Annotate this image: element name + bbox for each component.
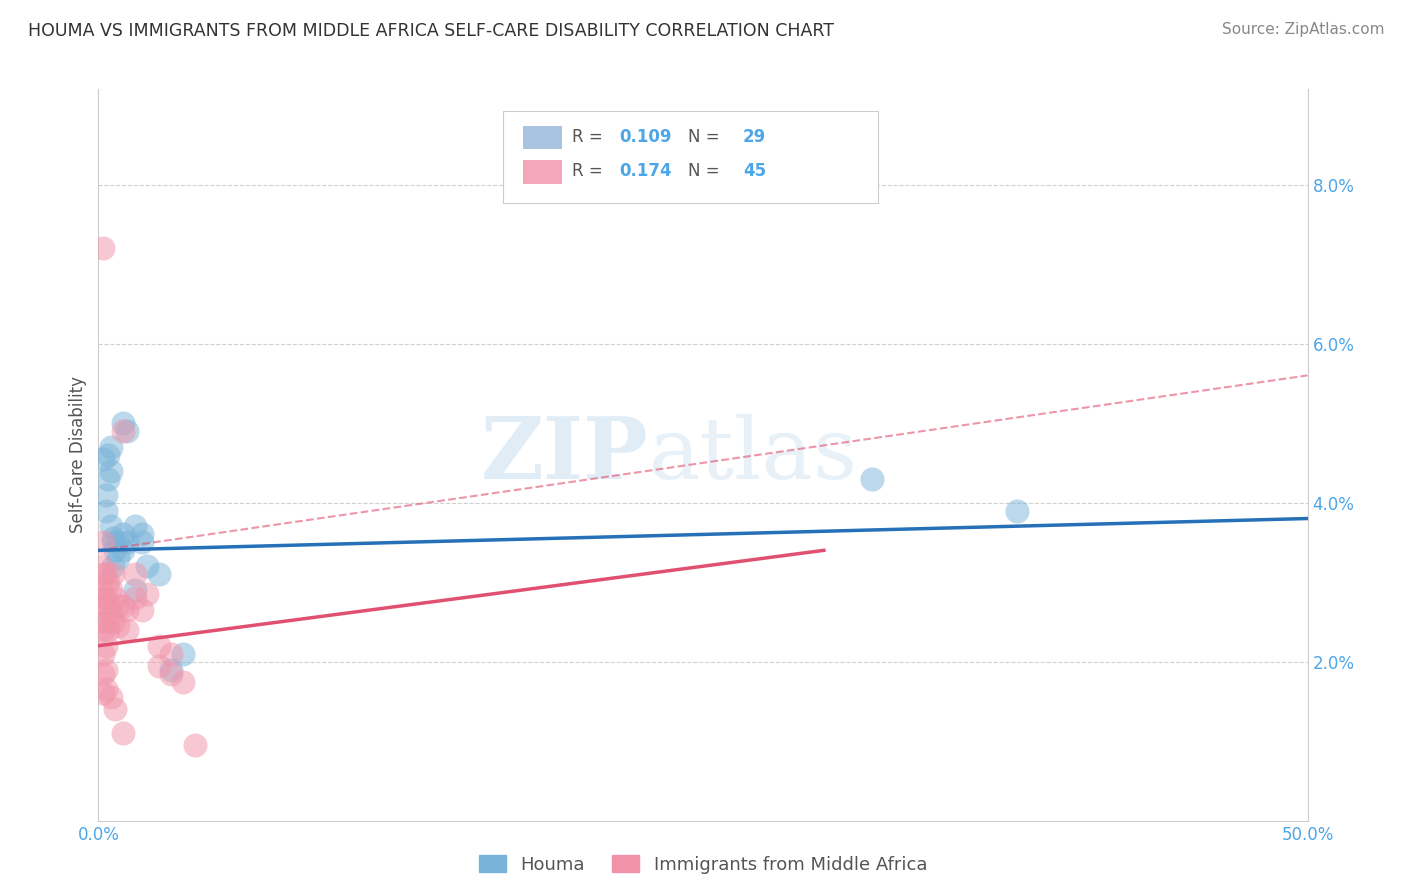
Point xyxy=(1007,503,1029,517)
Point xyxy=(111,599,134,613)
Point xyxy=(90,559,112,574)
Point xyxy=(90,599,112,613)
Point xyxy=(107,619,129,633)
Text: Source: ZipAtlas.com: Source: ZipAtlas.com xyxy=(1222,22,1385,37)
Point xyxy=(97,575,120,590)
Point xyxy=(184,738,207,752)
Point xyxy=(135,559,157,574)
Point xyxy=(94,663,117,677)
Point xyxy=(160,666,183,681)
Point xyxy=(91,535,114,549)
Point xyxy=(148,658,170,673)
Point xyxy=(104,702,127,716)
FancyBboxPatch shape xyxy=(523,126,561,149)
Point xyxy=(104,543,127,558)
Point xyxy=(131,535,153,549)
Text: 0.174: 0.174 xyxy=(620,162,672,180)
Text: R =: R = xyxy=(572,128,609,145)
Point xyxy=(117,535,139,549)
Point xyxy=(94,639,117,653)
Point xyxy=(117,603,139,617)
FancyBboxPatch shape xyxy=(503,112,879,202)
Point xyxy=(117,623,139,637)
Point xyxy=(97,448,120,462)
Point xyxy=(135,587,157,601)
Text: N =: N = xyxy=(689,128,725,145)
Point xyxy=(91,591,114,605)
Point xyxy=(107,599,129,613)
Point xyxy=(91,567,114,582)
Point xyxy=(101,615,124,629)
Point xyxy=(97,472,120,486)
Point xyxy=(90,615,112,629)
Point xyxy=(91,241,114,255)
Point xyxy=(104,591,127,605)
Point xyxy=(94,567,117,582)
Point xyxy=(101,535,124,549)
Point xyxy=(100,583,122,598)
Point xyxy=(124,567,146,582)
Point xyxy=(148,639,170,653)
Point xyxy=(94,591,117,605)
Point xyxy=(94,503,117,517)
Point xyxy=(91,623,114,637)
Point xyxy=(111,726,134,740)
Point xyxy=(117,424,139,438)
Point xyxy=(101,567,124,582)
Point xyxy=(131,527,153,541)
Point xyxy=(97,599,120,613)
Y-axis label: Self-Care Disability: Self-Care Disability xyxy=(69,376,87,533)
Text: HOUMA VS IMMIGRANTS FROM MIDDLE AFRICA SELF-CARE DISABILITY CORRELATION CHART: HOUMA VS IMMIGRANTS FROM MIDDLE AFRICA S… xyxy=(28,22,834,40)
Legend: Houma, Immigrants from Middle Africa: Houma, Immigrants from Middle Africa xyxy=(471,848,935,881)
Point xyxy=(111,424,134,438)
Point xyxy=(91,666,114,681)
Text: N =: N = xyxy=(689,162,725,180)
Point xyxy=(90,583,112,598)
Text: atlas: atlas xyxy=(648,413,858,497)
Point xyxy=(97,623,120,637)
Point xyxy=(124,583,146,598)
Text: 0.109: 0.109 xyxy=(620,128,672,145)
Point xyxy=(100,690,122,705)
Point xyxy=(160,647,183,661)
Point xyxy=(94,488,117,502)
Point xyxy=(100,607,122,621)
Point xyxy=(860,472,883,486)
Text: 45: 45 xyxy=(742,162,766,180)
Point xyxy=(91,451,114,466)
Point xyxy=(91,686,114,700)
Point xyxy=(100,440,122,454)
Point xyxy=(94,682,117,697)
Point xyxy=(172,647,194,661)
Point xyxy=(131,603,153,617)
Text: 29: 29 xyxy=(742,128,766,145)
Point xyxy=(111,543,134,558)
Point xyxy=(107,551,129,566)
Point xyxy=(94,615,117,629)
Point xyxy=(124,591,146,605)
Point xyxy=(111,416,134,430)
Point xyxy=(148,567,170,582)
Point xyxy=(107,535,129,549)
Point xyxy=(101,559,124,574)
Point xyxy=(124,519,146,533)
Point xyxy=(101,532,124,546)
Point xyxy=(100,464,122,478)
Text: R =: R = xyxy=(572,162,609,180)
Text: ZIP: ZIP xyxy=(481,413,648,497)
Point xyxy=(91,647,114,661)
Point xyxy=(172,674,194,689)
Point xyxy=(111,527,134,541)
Point xyxy=(100,519,122,533)
FancyBboxPatch shape xyxy=(523,161,561,184)
Point xyxy=(160,663,183,677)
